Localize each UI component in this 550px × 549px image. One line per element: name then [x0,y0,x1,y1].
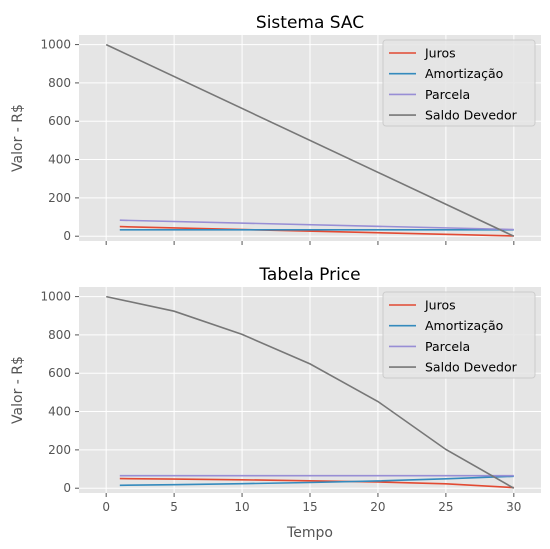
x-tick-label: 15 [302,500,317,514]
y-tick-label: 1000 [40,38,71,52]
legend-entry-amortizacao: Amortização [425,318,503,333]
legend-entry-saldo-devedor: Saldo Devedor [425,360,518,375]
x-axis-label: Tempo [286,525,333,541]
legend: Juros Amortização Parcela Saldo Devedor [382,39,536,127]
chart-title: Sistema SAC [256,13,364,33]
x-tick-label: 25 [438,500,453,514]
legend-entry-parcela: Parcela [425,87,470,102]
y-tick-label: 800 [48,76,71,90]
y-tick-label: 200 [48,443,71,457]
y-axis-label: Valor - R$ [10,104,26,172]
series-line-saldo-devedor [106,295,515,489]
x-tick-label: 5 [170,500,178,514]
y-tick-label: 600 [48,114,71,128]
chart-panel-1: 0 200 400 600 800 1000 Sistema SAC Valor - R$ Ju… [10,13,541,245]
y-axis-label: Valor - R$ [10,356,26,424]
y-tick-label: 400 [48,405,71,419]
chart-title: Tabela Price [258,265,360,285]
x-tick-label: 30 [506,500,521,514]
series-line-juros [119,477,514,489]
y-tick-label: 400 [48,153,71,167]
series-line-amortizacao [119,475,514,487]
y-tick-label: 1000 [40,290,71,304]
y-tick-label: 200 [48,191,71,205]
legend: Juros Amortização Parcela Saldo Devedor [382,291,536,379]
legend-entry-juros: Juros [424,46,456,61]
legend-entry-amortizacao: Amortização [425,66,503,81]
x-tick-label: 20 [370,500,385,514]
y-tick-label: 0 [63,229,71,243]
legend-box [382,39,536,127]
x-tick-label: 0 [102,500,110,514]
series-line-juros [119,225,514,237]
x-tick-label: 10 [234,500,249,514]
y-tick-label: 0 [63,481,71,495]
legend-entry-parcela: Parcela [425,339,470,354]
legend-box [382,291,536,379]
series-line-parcela [119,219,514,231]
y-tick-label: 800 [48,328,71,342]
chart-panel-2: 0 5 10 15 20 25 30 0 200 400 600 800 1000 Tabela Pric… [10,265,541,541]
series-line-saldo-devedor [105,43,515,237]
y-tick-label: 600 [48,366,71,380]
legend-entry-juros: Juros [424,298,456,313]
legend-entry-saldo-devedor: Saldo Devedor [425,108,518,123]
